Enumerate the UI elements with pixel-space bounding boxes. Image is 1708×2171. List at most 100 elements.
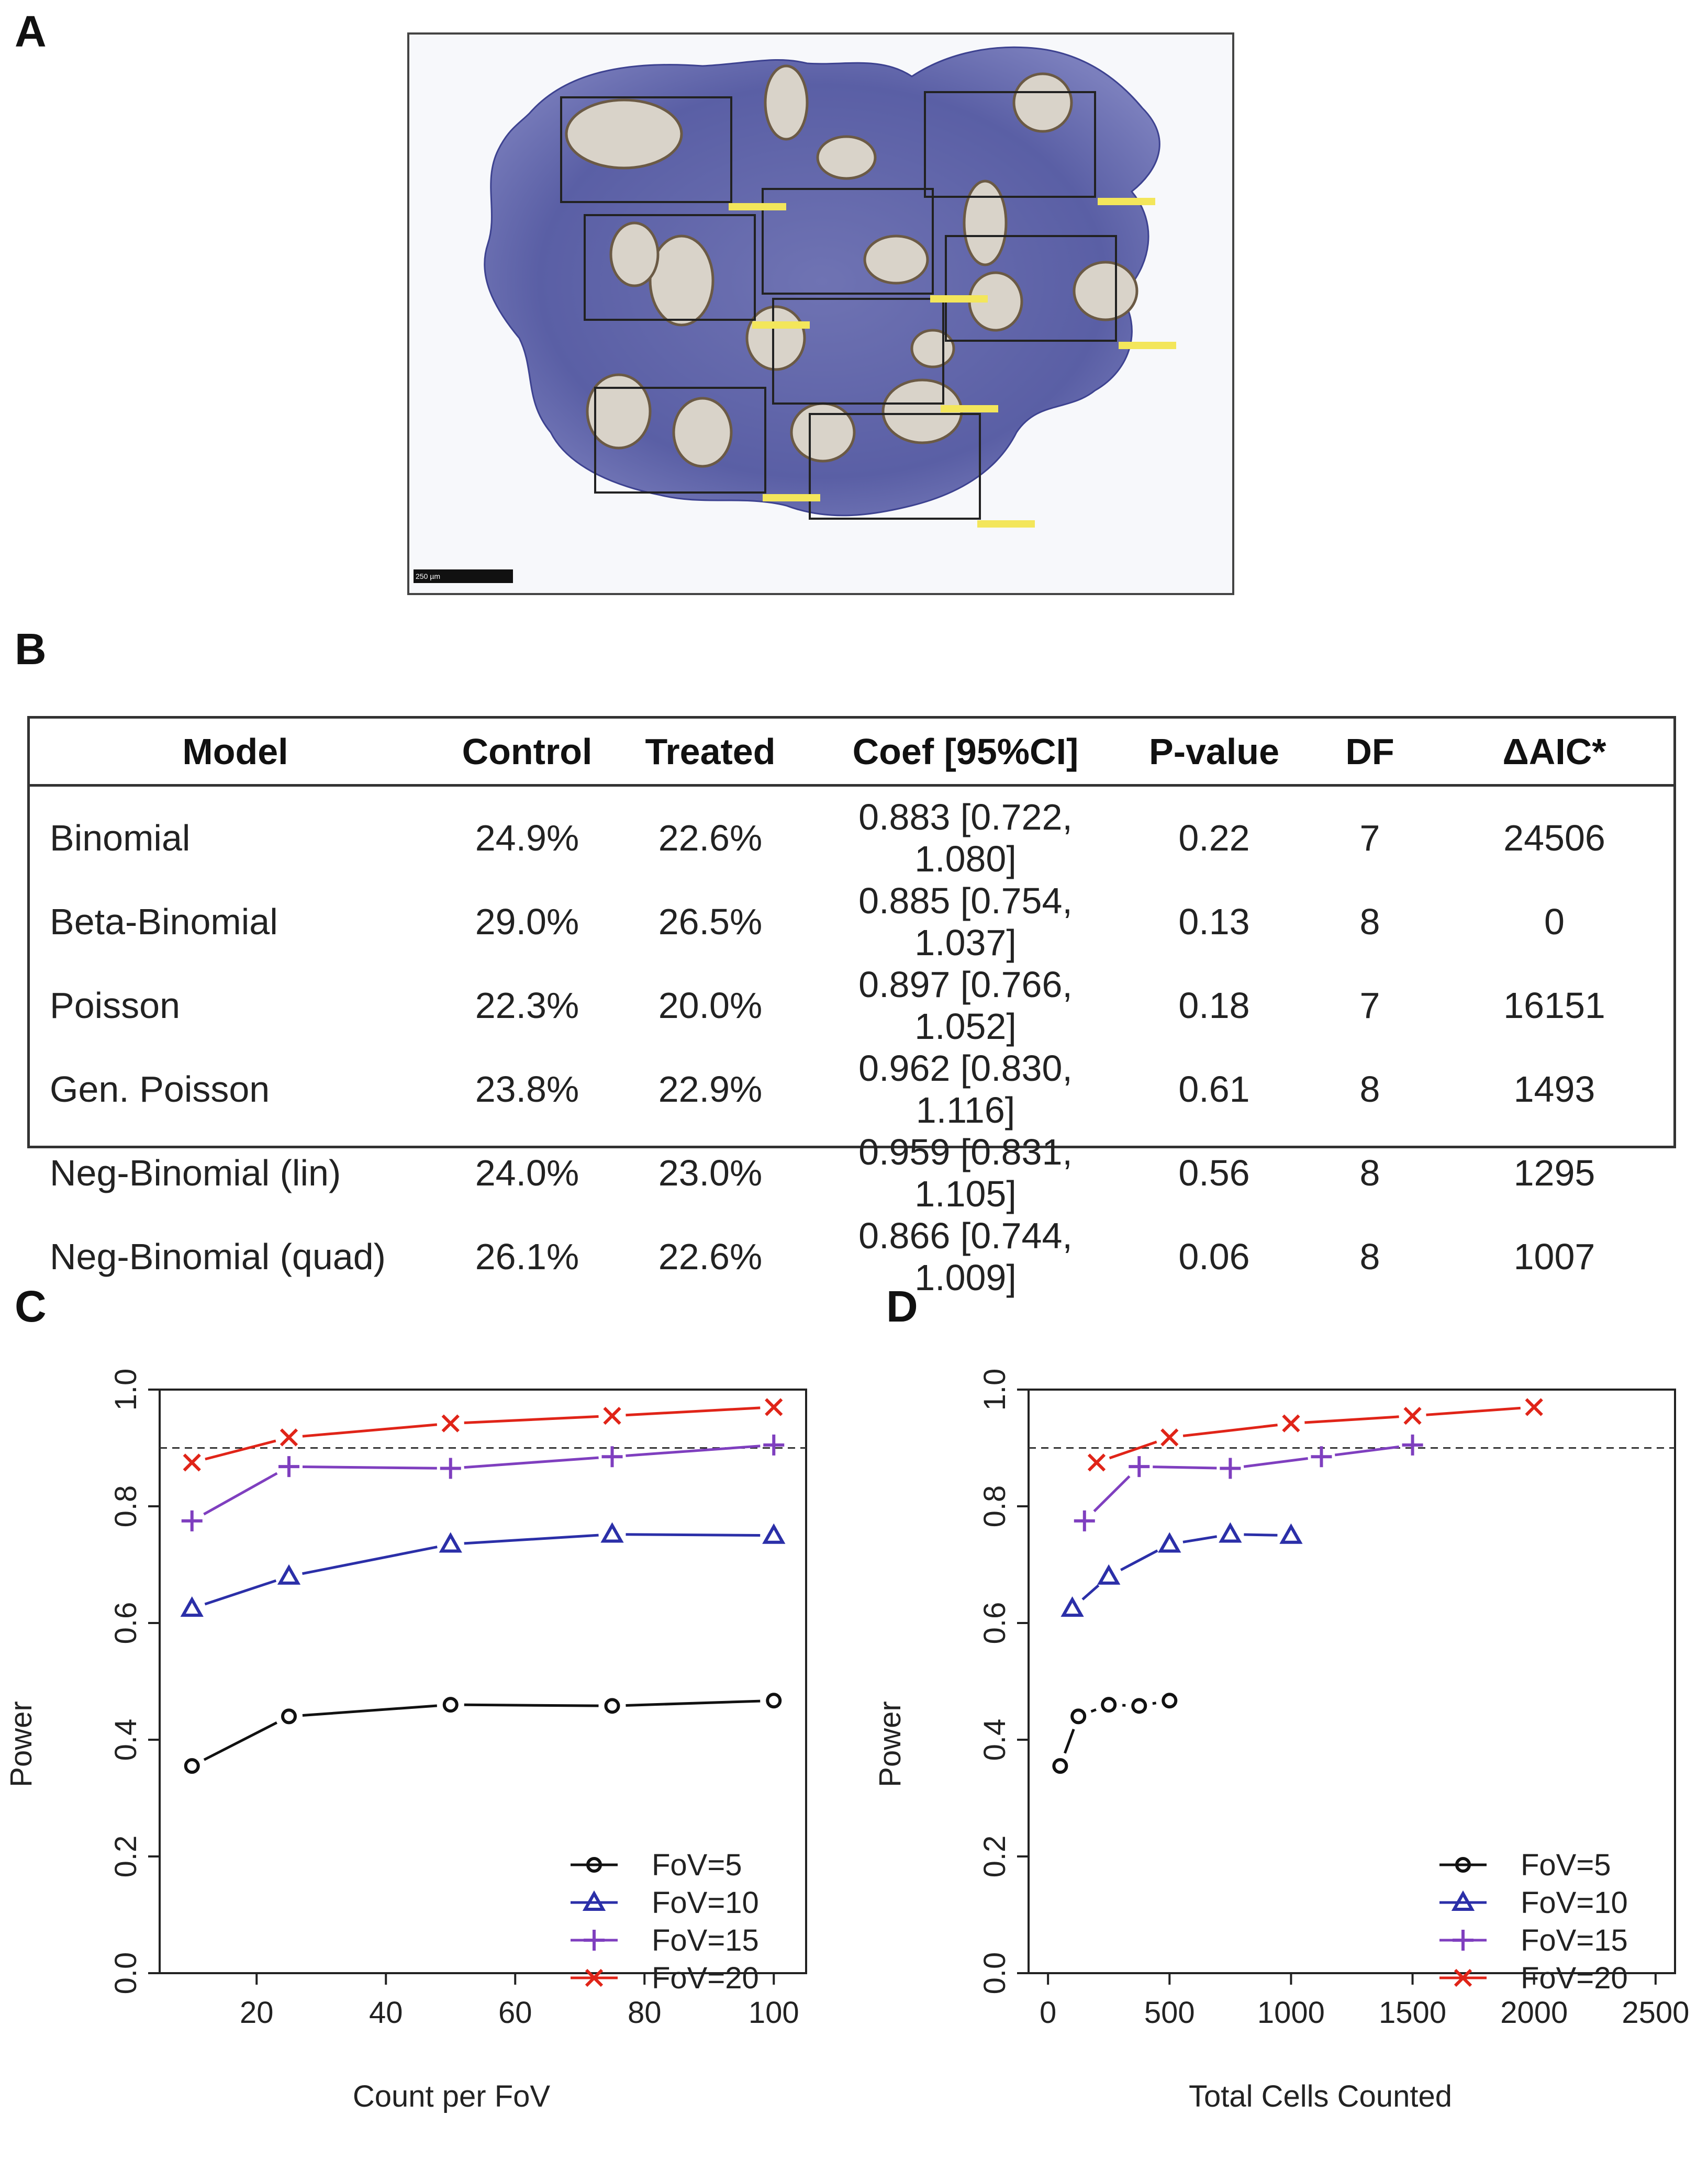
y-tick-label: 1.0 [109, 1369, 143, 1411]
x-tick-label: 40 [369, 1996, 403, 2030]
data-point [183, 1453, 201, 1472]
series-segment [203, 1472, 278, 1516]
header-pvalue: P-value [1124, 719, 1304, 787]
legend-item: FoV=10 [571, 1886, 759, 1920]
series-segment [1081, 1584, 1100, 1601]
legend-label: FoV=15 [652, 1923, 759, 1957]
data-point [184, 1758, 200, 1774]
series-fov-20 [183, 1398, 783, 1472]
series-segment [1182, 1535, 1218, 1543]
data-point [1129, 1456, 1150, 1478]
series-segment [464, 1415, 599, 1424]
series-segment [1153, 1465, 1217, 1470]
table-cell: 1295 [1513, 1152, 1595, 1193]
chart-power-vs-count-per-fov: 20 40 60 80 100 0.0 0.2 0.4 0.6 0.8 1.0 Count per F… [0, 1340, 838, 2171]
x-axis-title: Total Cells Counted [1189, 2079, 1452, 2113]
table-cell: 24.0% [475, 1152, 579, 1193]
series-segment [1063, 1728, 1075, 1754]
chart-power-vs-total-cells: 0 500 1000 1500 2000 2500 0.0 0.2 0.4 0.6 0.8 1.0 To… [869, 1340, 1706, 2171]
x-tick-label: 60 [498, 1996, 532, 2030]
table-cell: 1493 [1513, 1069, 1595, 1110]
x-axis-title: Count per FoV [353, 2079, 551, 2113]
y-axis-title: Power [873, 1701, 907, 1787]
data-point [762, 1523, 786, 1544]
panel-label-b: B [15, 624, 47, 674]
legend-marker [582, 1890, 606, 1911]
series-segment [204, 1579, 277, 1606]
fov-boxes [560, 91, 1117, 520]
data-point [1052, 1758, 1068, 1774]
x-tick-label: 1000 [1257, 1996, 1325, 2030]
scale-bar-label: 250 µm [416, 572, 440, 580]
table-cell: 0.56 [1178, 1152, 1250, 1193]
header-control: Control [441, 719, 613, 787]
series-segment [1426, 1406, 1521, 1416]
data-point [280, 1428, 298, 1447]
data-point [442, 1697, 459, 1713]
x-tick-label: 0 [1040, 1996, 1056, 2030]
legend-item: FoV=15 [1439, 1923, 1628, 1957]
data-point [180, 1596, 204, 1617]
series-segment [626, 1445, 761, 1457]
series-segment [1182, 1424, 1278, 1437]
data-point [766, 1693, 782, 1709]
data-point [601, 1446, 623, 1468]
table-cell: 0.883 [0.722, 1.080] [858, 797, 1073, 879]
series-segment [464, 1534, 599, 1545]
legend-item: FoV=5 [1439, 1848, 1611, 1882]
y-tick-label: 0.6 [978, 1602, 1012, 1644]
series-segment [626, 1406, 761, 1417]
table-row: Gen. Poisson 23.8% 22.9% 0.962 [0.830, 1.11… [30, 1047, 1673, 1131]
series-fov-15 [181, 1434, 785, 1531]
table-cell: Gen. Poisson [50, 1069, 270, 1110]
y-tick-label: 0.4 [978, 1719, 1012, 1761]
legend-item: FoV=15 [571, 1923, 759, 1957]
table-row: Neg-Binomial (quad) 26.1% 22.6% 0.866 [0.74… [30, 1215, 1673, 1299]
table-cell: 0.885 [0.754, 1.037] [858, 880, 1073, 963]
x-tick-label: 1500 [1379, 1996, 1446, 2030]
data-point [1162, 1693, 1178, 1709]
tissue-section-image [414, 46, 1176, 583]
header-coef: Coef [95%CI] [807, 719, 1124, 787]
legend-label: FoV=5 [1521, 1848, 1611, 1882]
table-cell: 22.6% [658, 1236, 763, 1277]
header-treated: Treated [613, 719, 807, 787]
series-segment [1120, 1549, 1158, 1571]
x-tick-label: 20 [240, 1996, 274, 2030]
data-point [600, 1522, 624, 1543]
series-segment [1334, 1445, 1400, 1457]
table-row: Neg-Binomial (lin) 24.0% 23.0% 0.959 [0.831… [30, 1131, 1673, 1215]
table-cell: 29.0% [475, 901, 579, 942]
data-point [604, 1698, 620, 1714]
data-point [277, 1564, 301, 1585]
data-point [1158, 1532, 1181, 1553]
table-cell: Binomial [50, 818, 191, 858]
table-cell: Neg-Binomial (lin) [50, 1152, 341, 1193]
table-cell: 7 [1359, 985, 1380, 1026]
series-segment [1152, 1702, 1157, 1705]
table-cell: 20.0% [658, 985, 763, 1026]
series-segment [302, 1704, 437, 1717]
data-point [1525, 1398, 1543, 1416]
data-point [440, 1458, 461, 1479]
data-point [765, 1398, 783, 1416]
series-segment [203, 1721, 277, 1761]
series-segment [464, 1703, 599, 1707]
panel-label-a: A [15, 7, 47, 56]
legend-marker [585, 1968, 604, 1987]
tissue-micrograph: 250 µm [407, 32, 1234, 595]
legend-label: FoV=10 [652, 1886, 759, 1920]
header-model: Model [30, 719, 441, 787]
x-tick-label: 100 [749, 1996, 799, 2030]
data-point [1087, 1453, 1106, 1472]
legend-item: FoV=20 [571, 1961, 759, 1995]
table-cell: Beta-Binomial [50, 901, 278, 942]
series-segment [302, 1546, 438, 1575]
x-tick-label: 2500 [1622, 1996, 1689, 2030]
data-point [1101, 1697, 1117, 1713]
y-tick-label: 0.8 [978, 1485, 1012, 1528]
series-fov-15 [1074, 1434, 1423, 1531]
y-tick-label: 0.2 [109, 1836, 143, 1878]
legend-marker [1451, 1890, 1475, 1911]
glands [565, 64, 1138, 468]
